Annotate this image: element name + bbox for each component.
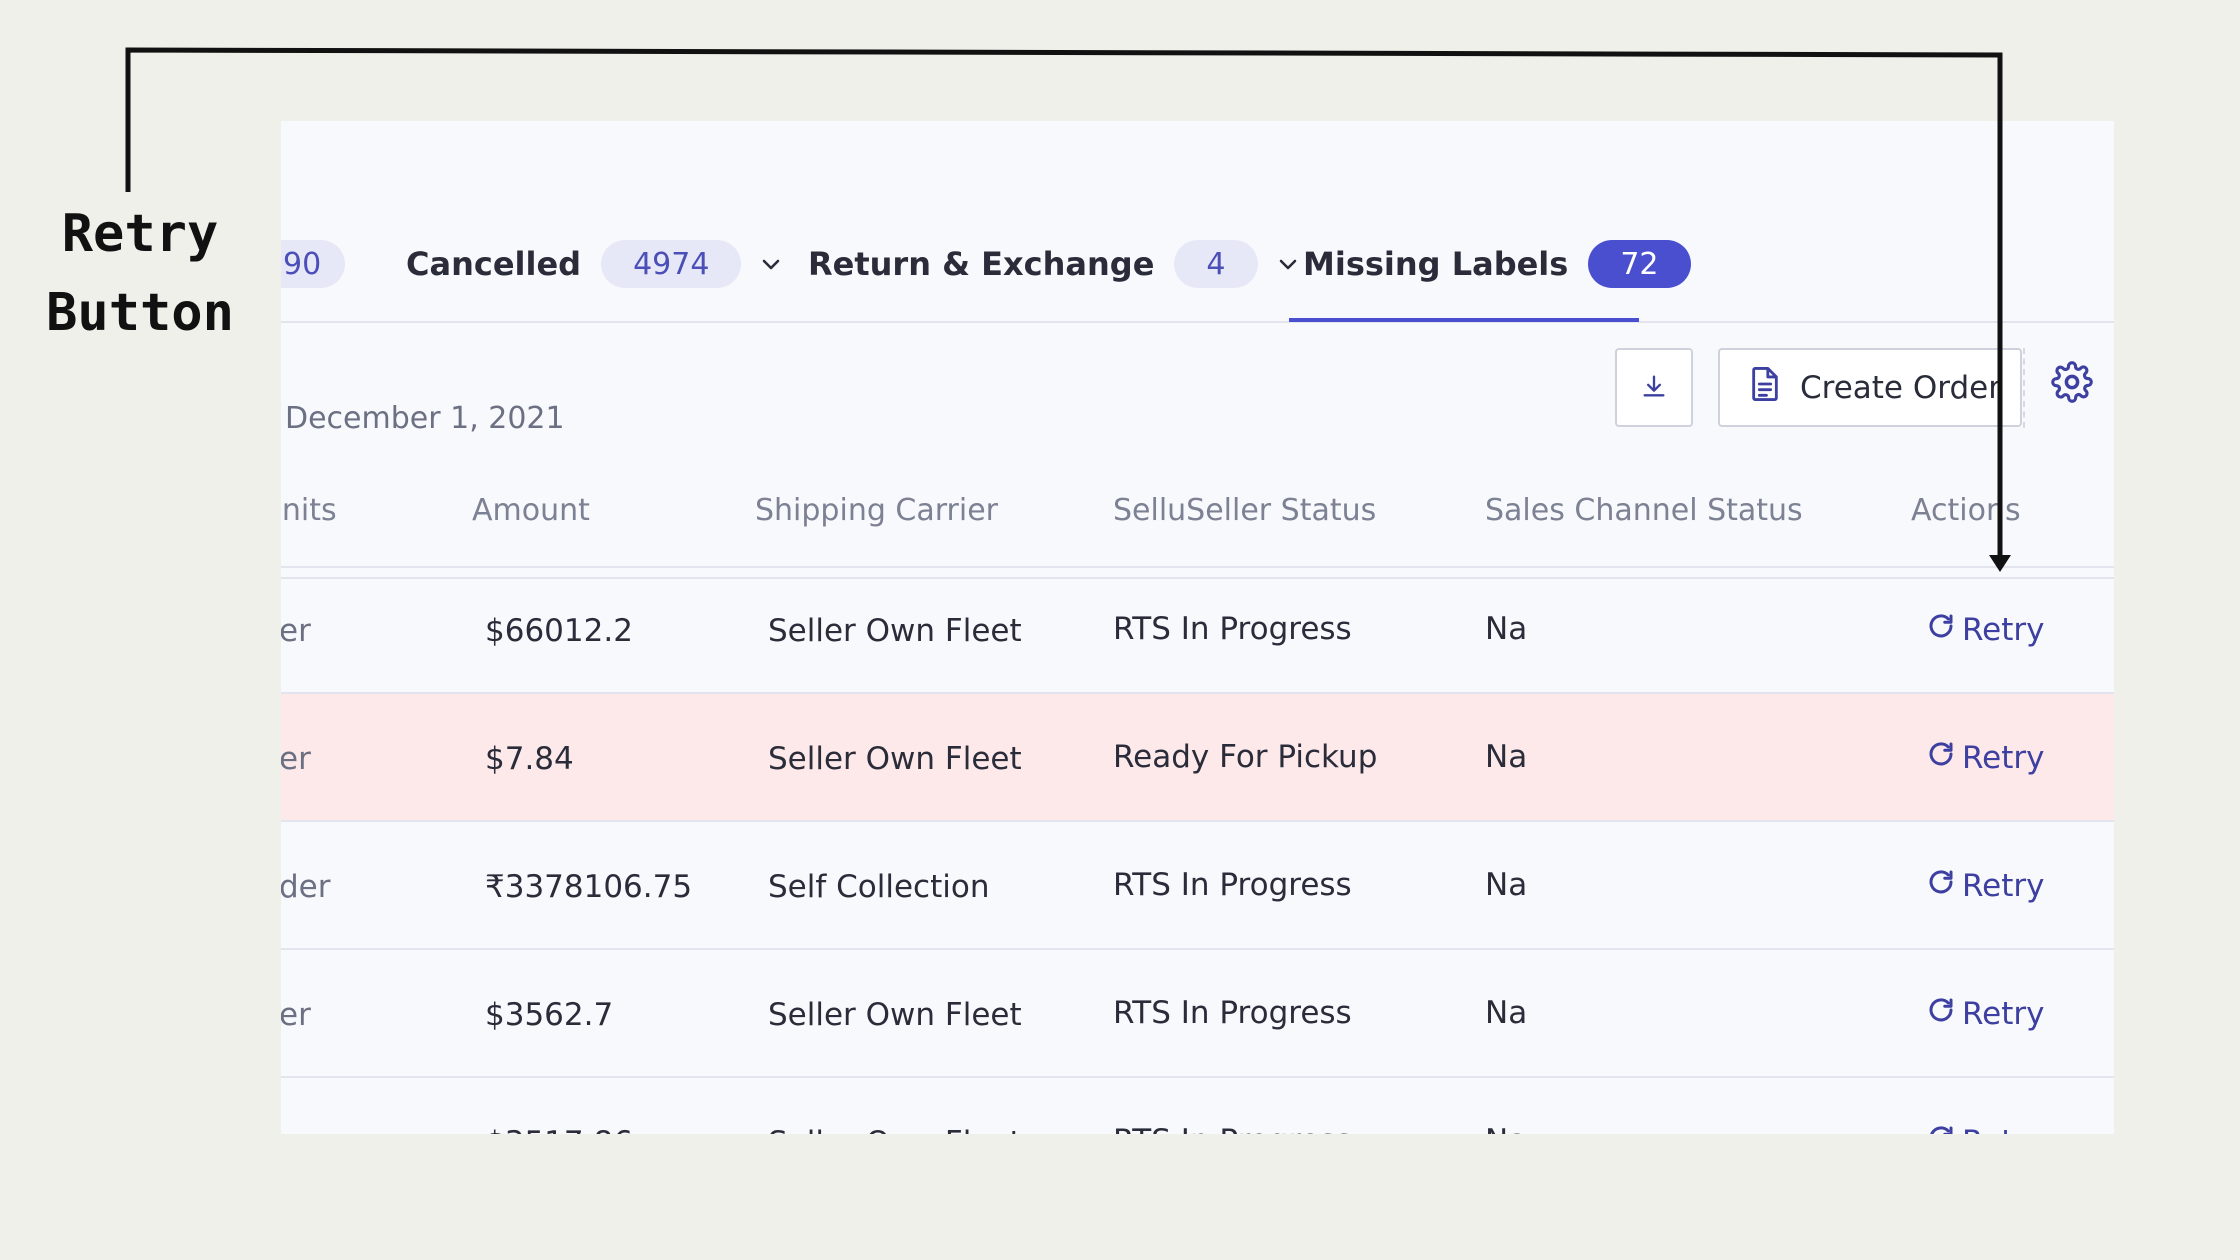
- header-divider: [281, 566, 2114, 568]
- table-header: Jnits Amount Shipping Carrier SelluSelle…: [281, 457, 2114, 557]
- amount-cell: $3517.86: [485, 1125, 633, 1134]
- order-type-cell: er: [281, 1125, 311, 1134]
- channel-status-cell: Na: [1485, 739, 1528, 775]
- carrier-cell: Seller Own Fleet: [768, 613, 1022, 649]
- carrier-cell: Self Collection: [768, 869, 990, 905]
- download-button[interactable]: [1615, 348, 1693, 427]
- retry-button[interactable]: Retry: [1926, 1123, 2044, 1134]
- amount-cell: $7.84: [485, 741, 574, 777]
- tab-count: 90: [283, 246, 322, 282]
- tab-count: 4974: [633, 246, 710, 282]
- retry-label: Retry: [1962, 1124, 2044, 1134]
- annotation-label: Retry Button: [40, 195, 240, 353]
- annotation-line-1: Retry: [61, 204, 219, 264]
- settings-button[interactable]: [2049, 361, 2095, 407]
- table-row[interactable]: er $3562.7 Seller Own Fleet RTS In Progr…: [281, 950, 2114, 1078]
- table-row[interactable]: er $7.84 Seller Own Fleet Ready For Pick…: [281, 694, 2114, 822]
- tab-count-badge: 4974: [601, 240, 742, 288]
- tab-count: 4: [1206, 246, 1226, 282]
- seller-status-cell: RTS In Progress: [1113, 1123, 1352, 1134]
- column-header-units: Jnits: [281, 493, 337, 528]
- document-icon: [1748, 365, 1782, 411]
- column-header-seller-status: SelluSeller Status: [1113, 493, 1377, 528]
- refresh-icon: [1926, 1123, 1956, 1134]
- table-row[interactable]: er $3517.86 Seller Own Fleet RTS In Prog…: [281, 1078, 2114, 1134]
- tab-missing-labels[interactable]: Missing Labels 72: [1303, 239, 1691, 289]
- refresh-icon: [1926, 995, 1956, 1033]
- tab-return-exchange[interactable]: Return & Exchange 4: [808, 239, 1300, 289]
- refresh-icon: [1926, 611, 1956, 649]
- seller-status-cell: RTS In Progress: [1113, 867, 1352, 903]
- retry-button[interactable]: Retry: [1926, 867, 2044, 905]
- table-row[interactable]: der ₹3378106.75 Self Collection RTS In P…: [281, 822, 2114, 950]
- order-type-cell: er: [281, 997, 311, 1033]
- retry-label: Retry: [1962, 612, 2045, 648]
- amount-cell: $66012.2: [485, 613, 633, 649]
- retry-label: Retry: [1962, 740, 2045, 776]
- tab-count-badge: 90: [281, 240, 346, 288]
- refresh-icon: [1926, 739, 1956, 777]
- retry-button[interactable]: Retry: [1926, 611, 2044, 649]
- tab-cancelled[interactable]: Cancelled 4974: [406, 239, 783, 289]
- retry-label: Retry: [1962, 868, 2045, 904]
- channel-status-cell: Na: [1485, 611, 1528, 647]
- tab-label: Cancelled: [406, 245, 582, 283]
- column-header-amount: Amount: [472, 493, 590, 528]
- retry-button[interactable]: Retry: [1926, 995, 2044, 1033]
- order-type-cell: der: [281, 869, 331, 905]
- tab-previous[interactable]: 90: [281, 239, 346, 289]
- channel-status-cell: Na: [1485, 995, 1528, 1031]
- annotation-line-2: Button: [46, 283, 234, 343]
- order-type-cell: er: [281, 741, 311, 777]
- order-type-cell: er: [281, 613, 311, 649]
- table-row[interactable]: er $66012.2 Seller Own Fleet RTS In Prog…: [281, 566, 2114, 694]
- amount-cell: ₹3378106.75: [485, 869, 693, 905]
- chevron-down-icon[interactable]: [1276, 252, 1300, 276]
- status-tabs: 90 Cancelled 4974 Return & Exchange 4 Mi…: [281, 121, 2114, 323]
- amount-cell: $3562.7: [485, 997, 614, 1033]
- channel-status-cell: Na: [1485, 1123, 1527, 1134]
- column-header-actions: Actions: [1911, 493, 2021, 528]
- seller-status-cell: Ready For Pickup: [1113, 739, 1378, 775]
- column-header-sales-channel-status: Sales Channel Status: [1485, 493, 1803, 528]
- refresh-icon: [1926, 867, 1956, 905]
- tab-label: Return & Exchange: [808, 245, 1155, 283]
- tab-label: Missing Labels: [1303, 245, 1569, 283]
- date-label: December 1, 2021: [285, 401, 565, 436]
- column-header-shipping-carrier: Shipping Carrier: [755, 493, 999, 528]
- chevron-down-icon[interactable]: [759, 252, 783, 276]
- tab-count: 72: [1620, 246, 1659, 282]
- channel-status-cell: Na: [1485, 867, 1528, 903]
- seller-status-cell: RTS In Progress: [1113, 995, 1352, 1031]
- orders-panel: 90 Cancelled 4974 Return & Exchange 4 Mi…: [281, 121, 2114, 1134]
- toolbar-divider: [2023, 348, 2025, 428]
- create-order-label: Create Order: [1800, 369, 2001, 406]
- seller-status-cell: RTS In Progress: [1113, 611, 1352, 647]
- gear-icon: [2051, 361, 2093, 407]
- retry-button[interactable]: Retry: [1926, 739, 2044, 777]
- carrier-cell: Seller Own Fleet: [768, 997, 1022, 1033]
- tab-count-badge: 4: [1174, 240, 1258, 288]
- carrier-cell: Seller Own Fleet: [768, 1125, 1022, 1134]
- create-order-button[interactable]: Create Order: [1718, 348, 2022, 427]
- download-icon: [1640, 372, 1668, 404]
- retry-label: Retry: [1962, 996, 2045, 1032]
- tab-count-badge: 72: [1588, 240, 1691, 288]
- carrier-cell: Seller Own Fleet: [768, 741, 1022, 777]
